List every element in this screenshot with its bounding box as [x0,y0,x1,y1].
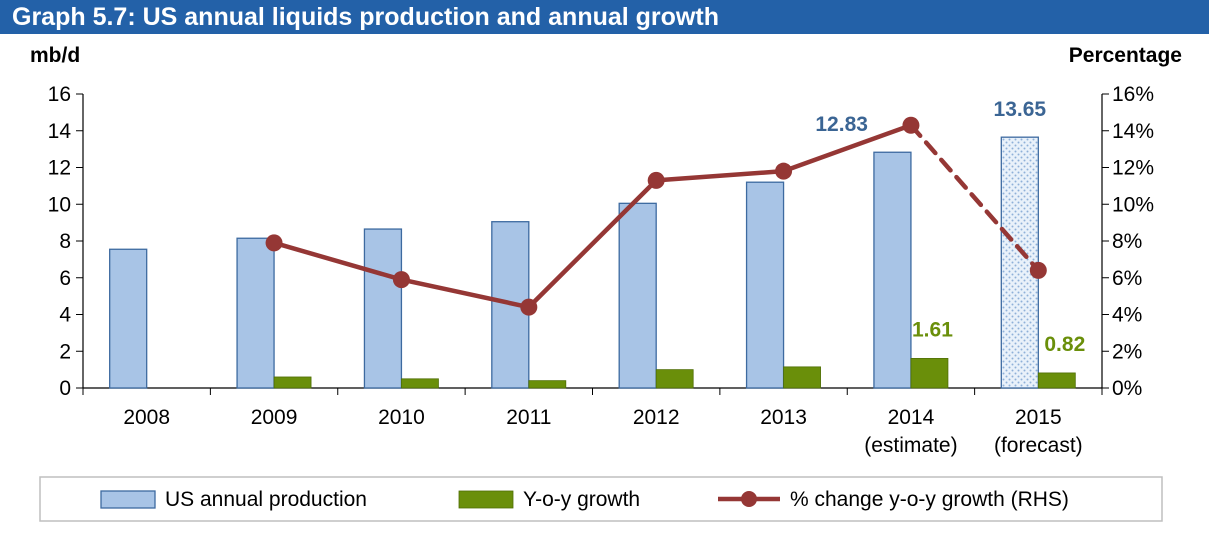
pct-change-point [1029,261,1047,279]
left-tick-label: 16 [48,83,71,106]
growth-bar [655,369,694,389]
left-tick-label: 14 [48,120,72,143]
right-tick-label: 2% [1112,340,1142,363]
pct-change-point [647,171,665,189]
production-bar [109,248,148,389]
pct-change-point [265,234,283,252]
left-axis-unit: mb/d [30,44,80,67]
pct-change-line-segment [399,277,532,310]
pct-change-line-segment [653,168,786,183]
x-tick-label: 2011 [506,406,551,429]
growth-data-label: 1.61 [912,318,953,341]
pct-change-line-segment [271,240,404,282]
growth-bar [528,380,567,389]
left-tick-label: 6 [59,267,71,290]
growth-bar [401,378,439,389]
left-tick-label: 8 [59,230,71,253]
left-tick-label: 4 [59,304,71,327]
x-tick-label: 2010 [378,406,425,429]
growth-bar [273,376,312,389]
left-tick-label: 12 [48,157,71,180]
production-data-label: 12.83 [815,113,868,136]
pct-change-line-segment [526,178,659,310]
chart-title: Graph 5.7: US annual liquids production … [0,0,1209,34]
production-bar [873,151,912,389]
growth-bar [910,358,949,389]
right-tick-label: 14% [1112,120,1154,143]
x-tick-label: 2015 [1015,406,1062,429]
pct-change-point [520,298,538,316]
growth-bar [1037,372,1076,389]
right-tick-label: 12% [1112,157,1154,180]
growth-bar [783,366,821,389]
pct-change-point [902,116,920,134]
pct-change-point [392,271,410,289]
pct-change-point [775,162,793,180]
left-tick-label: 10 [48,193,71,216]
production-bar [745,181,785,389]
x-tick-label: 2014 [888,406,935,429]
right-tick-label: 10% [1112,193,1154,216]
x-tick-label: 2009 [251,406,298,429]
right-tick-label: 4% [1112,304,1142,327]
right-tick-label: 16% [1112,83,1154,106]
right-tick-label: 8% [1112,230,1142,253]
legend-box [39,476,1163,522]
production-data-label: 13.65 [994,98,1047,121]
legend-label-production: US annual production [165,488,367,511]
right-tick-label: 0% [1112,377,1142,400]
pct-change-line-segment [781,122,914,174]
legend-swatch-pct-marker [741,491,757,507]
production-bar [363,228,403,389]
legend-label-growth: Y-o-y growth [523,488,640,511]
x-tick-label: 2008 [123,406,170,429]
x-tick-sublabel: (forecast) [994,434,1083,457]
right-tick-label: 6% [1112,267,1142,290]
x-tick-sublabel: (estimate) [864,434,957,457]
legend-swatch-production [100,490,156,509]
x-tick-label: 2013 [760,406,807,429]
production-bar [236,237,275,389]
right-axis-unit: Percentage [1069,44,1182,67]
pct-change-line-segment [908,122,1041,273]
legend-label-pct: % change y-o-y growth (RHS) [790,488,1069,511]
left-tick-label: 2 [59,340,71,363]
growth-data-label: 0.82 [1044,333,1085,356]
left-tick-label: 0 [59,377,71,400]
legend-swatch-growth [458,490,514,509]
production-bar [618,202,657,389]
x-tick-label: 2012 [633,406,680,429]
